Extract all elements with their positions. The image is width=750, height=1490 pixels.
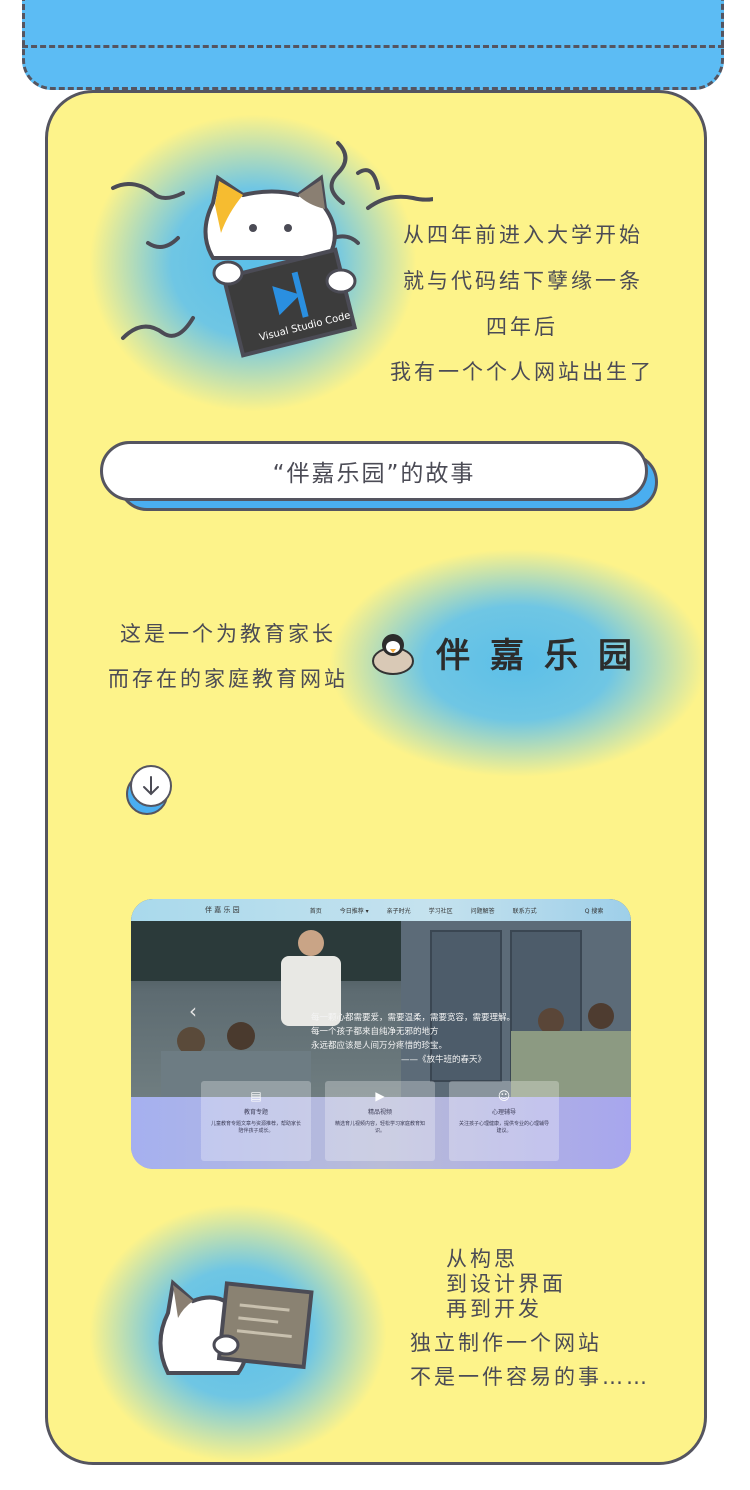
intro-line-2: 就与代码结下孽缘一条 bbox=[403, 269, 643, 293]
story-card: Visual Studio Code 从四年前进入大学开始 就与代码结下孽缘一条… bbox=[45, 90, 707, 1465]
preview-nav-3: 亲子时光 bbox=[386, 907, 411, 915]
outro-line-1: 从构思 bbox=[446, 1247, 518, 1271]
outro-line-3: 再到开发 bbox=[446, 1297, 542, 1321]
story-title: “伴嘉乐园”的故事 bbox=[100, 441, 648, 501]
website-preview: 伴 嘉 乐 园 首页 今日推荐 ▾ 亲子时光 学习社区 问题解答 联系方式 Q … bbox=[131, 899, 631, 1169]
about-line-1: 这是一个为教育家长 bbox=[120, 622, 336, 646]
preview-card-2-desc: 精选育儿视频内容，轻松学习家庭教育知识。 bbox=[334, 1121, 425, 1134]
video-icon: ▶ bbox=[375, 1089, 385, 1103]
preview-prev-icon: ‹ bbox=[189, 999, 197, 1023]
intro-glow bbox=[88, 113, 418, 413]
quote-line-3: 永远都应该是人间万分疼惜的珍宝。 bbox=[311, 1041, 448, 1051]
preview-quote: 每一颗心都需要爱，需要温柔，需要宽容，需要理解。 每一个孩子都来自纯净无邪的地方… bbox=[311, 1011, 515, 1067]
preview-card-2: ▶ 精品视频 精选育儿视频内容，轻松学习家庭教育知识。 bbox=[325, 1081, 435, 1161]
top-tab-seam bbox=[22, 0, 724, 48]
typing-cat-illustration bbox=[158, 1279, 314, 1375]
preview-card-3-desc: 关注孩子心理健康，提供专业的心理辅导建议。 bbox=[458, 1121, 549, 1134]
outro-line-2: 到设计界面 bbox=[446, 1272, 566, 1296]
arrow-down-icon bbox=[143, 776, 159, 796]
preview-card-3: ☺ 心理辅导 关注孩子心理健康，提供专业的心理辅导建议。 bbox=[449, 1081, 559, 1161]
scroll-down-button[interactable] bbox=[130, 765, 172, 807]
preview-card-1: ▤ 教育专题 儿童教育专题文章与资源推荐，帮助家长陪伴孩子成长。 bbox=[201, 1081, 311, 1161]
smile-icon: ☺ bbox=[497, 1089, 511, 1103]
logo-char-4: 园 bbox=[598, 636, 632, 676]
outro-line-4: 独立制作一个网站 bbox=[410, 1331, 602, 1355]
preview-brand: 伴 嘉 乐 园 bbox=[205, 906, 240, 914]
preview-hero-image bbox=[131, 921, 631, 1097]
site-logo: 伴 嘉 乐 园 bbox=[370, 628, 632, 677]
preview-card-1-title: 教育专题 bbox=[243, 1109, 268, 1116]
preview-card-3-title: 心理辅导 bbox=[491, 1109, 516, 1116]
preview-nav-6: 联系方式 bbox=[512, 907, 537, 915]
book-icon: ▤ bbox=[250, 1089, 262, 1103]
preview-nav-4: 学习社区 bbox=[428, 907, 453, 915]
preview-card-1-desc: 儿童教育专题文章与资源推荐，帮助家长陪伴孩子成长。 bbox=[210, 1121, 301, 1134]
classroom-scene bbox=[131, 921, 631, 1097]
quote-line-2: 每一个孩子都来自纯净无邪的地方 bbox=[311, 1027, 439, 1037]
logo-char-2: 嘉 bbox=[490, 636, 524, 676]
quote-line-4: ——《放牛班的春天》 bbox=[401, 1055, 487, 1065]
intro-line-3: 四年后 bbox=[486, 315, 558, 339]
preview-bottom-band bbox=[131, 1097, 631, 1169]
logo-char-3: 乐 bbox=[544, 636, 578, 676]
preview-navbar: 伴 嘉 乐 园 首页 今日推荐 ▾ 亲子时光 学习社区 问题解答 联系方式 Q … bbox=[131, 899, 631, 921]
logo-char-1: 伴 bbox=[436, 636, 470, 676]
penguin-cat-icon bbox=[372, 633, 414, 675]
preview-nav-2: 今日推荐 ▾ bbox=[339, 907, 369, 915]
about-line-2: 而存在的家庭教育网站 bbox=[108, 667, 348, 691]
preview-nav-1: 首页 bbox=[309, 907, 322, 915]
intro-line-1: 从四年前进入大学开始 bbox=[403, 223, 643, 247]
preview-nav-5: 问题解答 bbox=[470, 907, 495, 915]
quote-line-1: 每一颗心都需要爱，需要温柔，需要宽容，需要理解。 bbox=[311, 1013, 516, 1023]
coding-cat-illustration: Visual Studio Code bbox=[111, 141, 433, 358]
intro-line-4: 我有一个个人网站出生了 bbox=[390, 360, 654, 384]
preview-search: Q 搜索 bbox=[584, 907, 604, 915]
outro-line-5: 不是一件容易的事…… bbox=[410, 1365, 650, 1389]
preview-card-2-title: 精品视频 bbox=[367, 1109, 392, 1116]
